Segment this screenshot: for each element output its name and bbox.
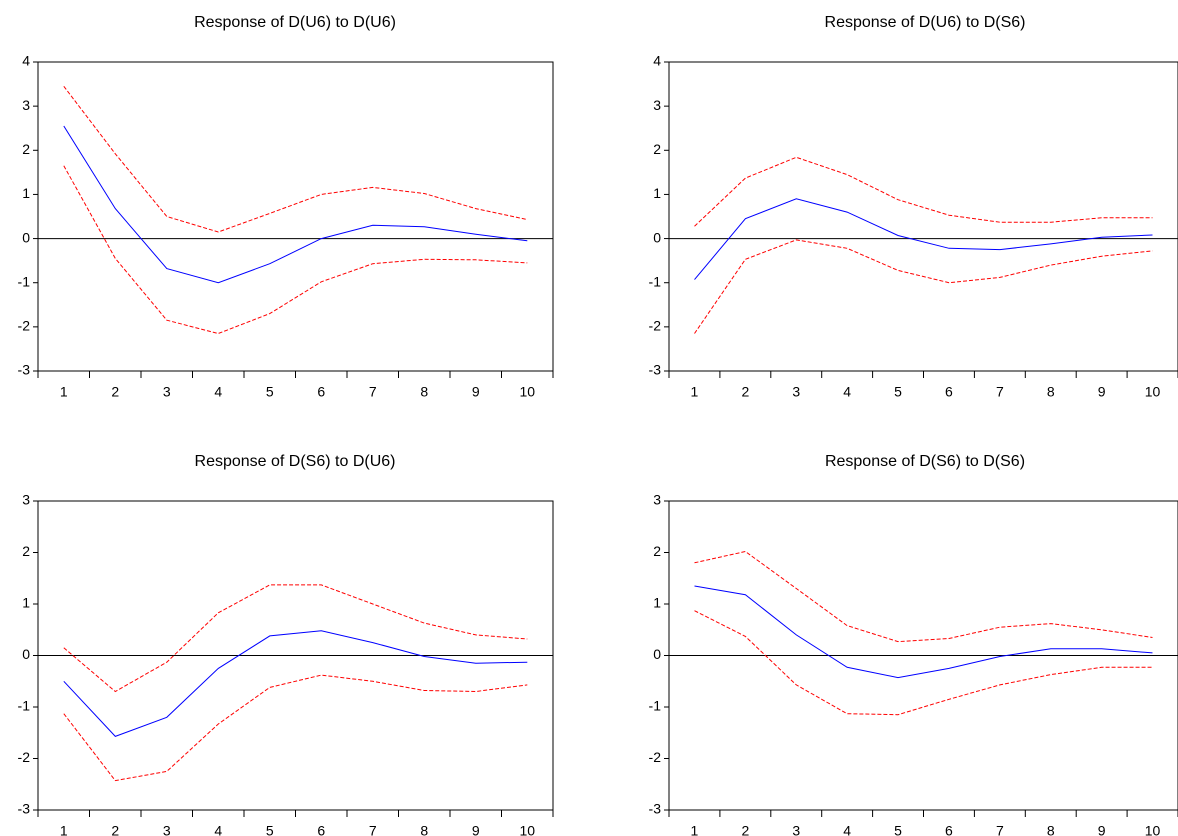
lower-band-line	[694, 239, 1153, 334]
chart-title: Response of D(S6) to D(U6)	[195, 453, 396, 470]
x-tick-label: 3	[792, 823, 800, 836]
chart-panel-1: Response of D(U6) to D(U6) -3 -2 -1 0 1 2 3 4 1 2 3…	[18, 14, 554, 400]
y-tick-label: 1	[653, 595, 661, 611]
x-tick-label: 1	[60, 823, 68, 836]
plot-frame	[668, 61, 1178, 372]
y-tick-label: 2	[22, 543, 30, 559]
chart-title: Response of D(S6) to D(S6)	[825, 453, 1025, 470]
y-tick-label: 1	[653, 185, 661, 201]
y-tick-label: 2	[653, 141, 661, 157]
x-tick-label: 10	[519, 823, 535, 836]
y-tick-label: -3	[649, 362, 662, 378]
response-line	[694, 198, 1153, 280]
y-tick-label: -2	[649, 318, 662, 334]
response-line	[63, 630, 528, 737]
x-tick-label: 7	[996, 823, 1004, 836]
x-tick-label: 9	[472, 384, 480, 400]
chart-panel-4: Response of D(S6) to D(S6) -3 -2 -1 0 1 2 3 1 2 3 4…	[649, 453, 1178, 836]
upper-band-line	[63, 584, 528, 693]
x-tick-label: 7	[996, 384, 1004, 400]
x-tick-label: 2	[111, 823, 119, 836]
y-tick-label: 3	[653, 492, 661, 508]
y-tick-label: -2	[649, 749, 662, 765]
chart-panel-3: Response of D(S6) to D(U6) -3 -2 -1 0 1 2 3 1 2 3 4…	[18, 453, 554, 836]
x-tick-label: 10	[1145, 384, 1161, 400]
chart-panel-2: Response of D(U6) to D(S6) -3 -2 -1 0 1 2 3 4 1 2 3…	[649, 14, 1178, 400]
y-tick-label: -1	[18, 273, 31, 289]
y-tick-label: 0	[653, 646, 661, 662]
y-tick-label: -1	[649, 698, 662, 714]
x-tick-label: 6	[317, 384, 325, 400]
chart-title: Response of D(U6) to D(S6)	[825, 14, 1026, 31]
x-tick-label: 8	[1047, 823, 1055, 836]
y-tick-label: -1	[18, 698, 31, 714]
x-tick-label: 4	[843, 823, 851, 836]
x-tick-label: 8	[420, 384, 428, 400]
x-tick-label: 5	[894, 384, 902, 400]
y-tick-label: 0	[22, 229, 30, 245]
y-tick-label: 3	[22, 97, 30, 113]
chart-title: Response of D(U6) to D(U6)	[194, 14, 396, 31]
x-tick-label: 7	[369, 384, 377, 400]
x-tick-label: 3	[792, 384, 800, 400]
x-tick-label: 4	[843, 384, 851, 400]
y-tick-label: -2	[18, 318, 31, 334]
x-tick-label: 3	[163, 384, 171, 400]
y-tick-label: -3	[18, 801, 31, 817]
x-tick-label: 5	[894, 823, 902, 836]
x-tick-label: 3	[163, 823, 171, 836]
x-tick-label: 1	[691, 823, 699, 836]
x-tick-label: 2	[741, 823, 749, 836]
y-tick-label: -3	[649, 801, 662, 817]
upper-band-line	[63, 85, 528, 233]
x-tick-label: 4	[214, 384, 222, 400]
x-tick-label: 6	[945, 823, 953, 836]
plot-frame	[37, 61, 554, 372]
x-tick-label: 9	[472, 823, 480, 836]
x-tick-label: 1	[60, 384, 68, 400]
x-tick-label: 6	[317, 823, 325, 836]
x-tick-label: 1	[691, 384, 699, 400]
y-tick-label: -1	[649, 273, 662, 289]
y-tick-label: 0	[653, 229, 661, 245]
x-tick-label: 4	[214, 823, 222, 836]
y-tick-label: 0	[22, 646, 30, 662]
lower-band-line	[694, 610, 1153, 716]
x-tick-label: 6	[945, 384, 953, 400]
x-tick-label: 9	[1098, 384, 1106, 400]
x-tick-label: 9	[1098, 823, 1106, 836]
x-tick-label: 5	[266, 384, 274, 400]
x-tick-label: 10	[519, 384, 535, 400]
y-tick-label: 3	[653, 97, 661, 113]
upper-band-line	[694, 550, 1153, 643]
y-tick-label: -2	[18, 749, 31, 765]
x-tick-label: 8	[1047, 384, 1055, 400]
y-tick-label: -3	[18, 362, 31, 378]
x-tick-label: 5	[266, 823, 274, 836]
response-line	[694, 585, 1153, 679]
y-tick-label: 2	[653, 543, 661, 559]
y-tick-label: 2	[22, 141, 30, 157]
y-tick-label: 1	[22, 595, 30, 611]
response-line	[63, 125, 528, 284]
x-tick-label: 2	[111, 384, 119, 400]
x-tick-label: 10	[1145, 823, 1161, 836]
x-tick-label: 8	[420, 823, 428, 836]
upper-band-line	[694, 156, 1153, 227]
lower-band-line	[63, 674, 528, 782]
lower-band-line	[63, 165, 528, 335]
y-tick-label: 4	[653, 53, 661, 69]
y-tick-label: 3	[22, 492, 30, 508]
x-tick-label: 7	[369, 823, 377, 836]
y-tick-label: 1	[22, 185, 30, 201]
x-tick-label: 2	[741, 384, 749, 400]
y-tick-label: 4	[22, 53, 30, 69]
